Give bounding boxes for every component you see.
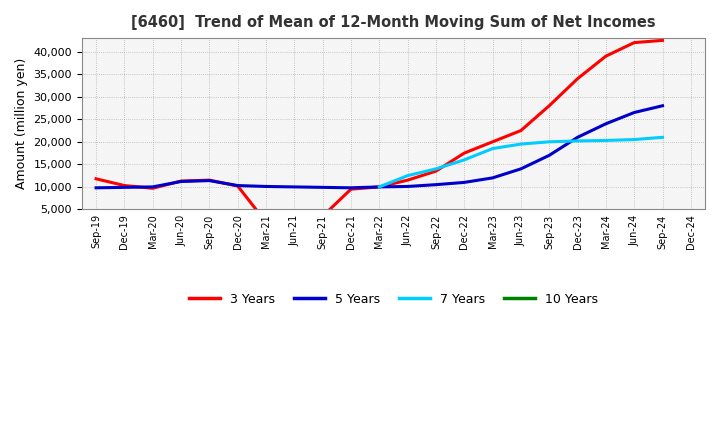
3 Years xyxy=(375,184,384,190)
5 Years xyxy=(488,175,497,180)
5 Years xyxy=(601,121,610,126)
3 Years xyxy=(545,103,554,108)
5 Years xyxy=(375,184,384,190)
3 Years xyxy=(403,177,412,183)
7 Years xyxy=(431,166,440,172)
3 Years xyxy=(346,187,355,192)
7 Years xyxy=(658,135,667,140)
5 Years xyxy=(318,185,327,190)
3 Years xyxy=(205,177,214,183)
5 Years xyxy=(658,103,667,108)
3 Years xyxy=(573,76,582,81)
Line: 7 Years: 7 Years xyxy=(379,137,662,187)
7 Years xyxy=(573,138,582,143)
5 Years xyxy=(148,184,157,190)
5 Years xyxy=(120,185,129,190)
5 Years xyxy=(573,135,582,140)
3 Years xyxy=(460,150,469,156)
3 Years xyxy=(601,54,610,59)
5 Years xyxy=(545,153,554,158)
5 Years xyxy=(261,184,270,189)
3 Years xyxy=(120,183,129,188)
5 Years xyxy=(233,183,242,188)
7 Years xyxy=(375,184,384,190)
3 Years xyxy=(176,178,185,183)
Title: [6460]  Trend of Mean of 12-Month Moving Sum of Net Incomes: [6460] Trend of Mean of 12-Month Moving … xyxy=(131,15,656,30)
Line: 5 Years: 5 Years xyxy=(96,106,662,188)
Legend: 3 Years, 5 Years, 7 Years, 10 Years: 3 Years, 5 Years, 7 Years, 10 Years xyxy=(184,288,603,311)
3 Years xyxy=(658,38,667,43)
5 Years xyxy=(516,166,525,172)
5 Years xyxy=(176,179,185,184)
3 Years xyxy=(431,169,440,174)
3 Years xyxy=(318,213,327,219)
Line: 3 Years: 3 Years xyxy=(96,40,662,223)
5 Years xyxy=(91,185,100,191)
3 Years xyxy=(516,128,525,133)
5 Years xyxy=(403,184,412,189)
7 Years xyxy=(460,157,469,162)
5 Years xyxy=(630,110,639,115)
3 Years xyxy=(148,186,157,191)
5 Years xyxy=(205,178,214,183)
7 Years xyxy=(601,138,610,143)
3 Years xyxy=(488,139,497,144)
3 Years xyxy=(261,220,270,225)
5 Years xyxy=(460,180,469,185)
7 Years xyxy=(403,173,412,178)
3 Years xyxy=(91,176,100,181)
3 Years xyxy=(290,220,299,226)
5 Years xyxy=(346,185,355,191)
7 Years xyxy=(630,137,639,142)
5 Years xyxy=(290,184,299,190)
7 Years xyxy=(545,139,554,144)
Y-axis label: Amount (million yen): Amount (million yen) xyxy=(15,58,28,189)
7 Years xyxy=(516,141,525,147)
3 Years xyxy=(233,183,242,189)
7 Years xyxy=(488,146,497,151)
3 Years xyxy=(630,40,639,45)
5 Years xyxy=(431,182,440,187)
